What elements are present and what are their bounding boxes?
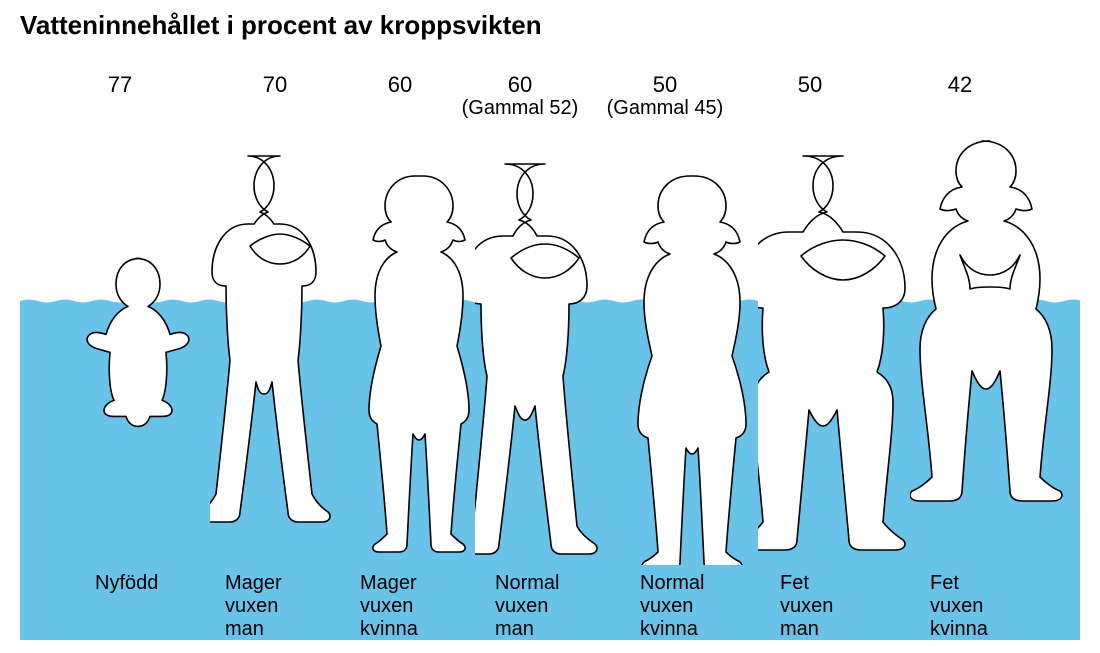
figure-fat-man xyxy=(758,150,928,565)
value-newborn: 77 xyxy=(90,72,150,98)
subvalue-normal-woman: (Gammal 45) xyxy=(585,97,745,120)
infographic-stage: Vatteninnehållet i procent av kroppsvikt… xyxy=(0,0,1100,653)
label-fat-woman: Fet vuxen kvinna xyxy=(930,572,988,641)
label-lean-man: Mager vuxen man xyxy=(225,572,282,641)
label-normal-man: Normal vuxen man xyxy=(495,572,559,641)
subvalue-normal-man: (Gammal 52) xyxy=(440,97,600,120)
value-fat-man: 50 xyxy=(780,72,840,98)
label-newborn: Nyfödd xyxy=(95,572,158,595)
figure-lean-man xyxy=(210,150,350,568)
value-lean-woman: 60 xyxy=(370,72,430,98)
label-normal-woman: Normal vuxen kvinna xyxy=(640,572,704,641)
value-normal-man: 60 xyxy=(490,72,550,98)
value-normal-woman: 50 xyxy=(635,72,695,98)
label-fat-man: Fet vuxen man xyxy=(780,572,833,641)
value-fat-woman: 42 xyxy=(930,72,990,98)
figure-lean-woman xyxy=(355,170,475,565)
figure-normal-man xyxy=(475,158,615,568)
figure-fat-woman xyxy=(910,135,1070,565)
figure-newborn xyxy=(85,250,195,460)
figure-normal-woman xyxy=(625,170,755,565)
chart-title: Vatteninnehållet i procent av kroppsvikt… xyxy=(20,10,542,41)
label-lean-woman: Mager vuxen kvinna xyxy=(360,572,418,641)
value-lean-man: 70 xyxy=(245,72,305,98)
